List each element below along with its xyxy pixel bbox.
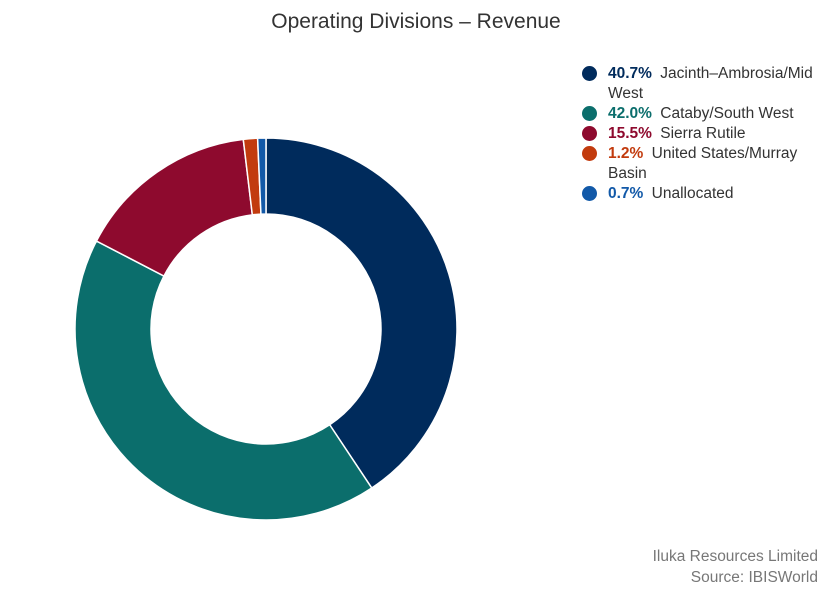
- legend-label: Jacinth–Ambrosia/Mid West: [608, 65, 813, 102]
- legend-item: 15.5% Sierra Rutile: [582, 124, 827, 144]
- legend-label: Unallocated: [651, 185, 734, 202]
- legend-label: Sierra Rutile: [660, 125, 746, 142]
- legend-value: 0.7%: [608, 185, 644, 202]
- legend-swatch: [582, 146, 597, 161]
- chart-title: Operating Divisions – Revenue: [271, 10, 561, 33]
- legend-swatch: [582, 106, 597, 121]
- source-block: Iluka Resources Limited Source: IBISWorl…: [653, 546, 818, 588]
- legend-item: 1.2% United States/Murray Basin: [582, 144, 827, 184]
- company-name: Iluka Resources Limited: [652, 548, 818, 565]
- source-credit: Source: IBISWorld: [690, 569, 818, 586]
- legend-label: Cataby/South West: [660, 105, 794, 122]
- legend-item: 40.7% Jacinth–Ambrosia/Mid West: [582, 64, 827, 104]
- legend: 40.7% Jacinth–Ambrosia/Mid West 42.0% Ca…: [582, 64, 827, 204]
- legend-value: 42.0%: [608, 105, 652, 122]
- legend-label: United States/Murray Basin: [608, 145, 798, 182]
- legend-swatch: [582, 66, 597, 81]
- legend-swatch: [582, 126, 597, 141]
- slice-cataby: [74, 240, 373, 521]
- slice-unallocated: [256, 137, 267, 215]
- legend-value: 40.7%: [608, 65, 652, 82]
- legend-value: 1.2%: [608, 145, 644, 162]
- slice-jacinth-ambrosia: [265, 137, 458, 490]
- legend-value: 15.5%: [608, 125, 652, 142]
- legend-item: 0.7% Unallocated: [582, 184, 827, 204]
- legend-item: 42.0% Cataby/South West: [582, 104, 827, 124]
- legend-swatch: [582, 186, 597, 201]
